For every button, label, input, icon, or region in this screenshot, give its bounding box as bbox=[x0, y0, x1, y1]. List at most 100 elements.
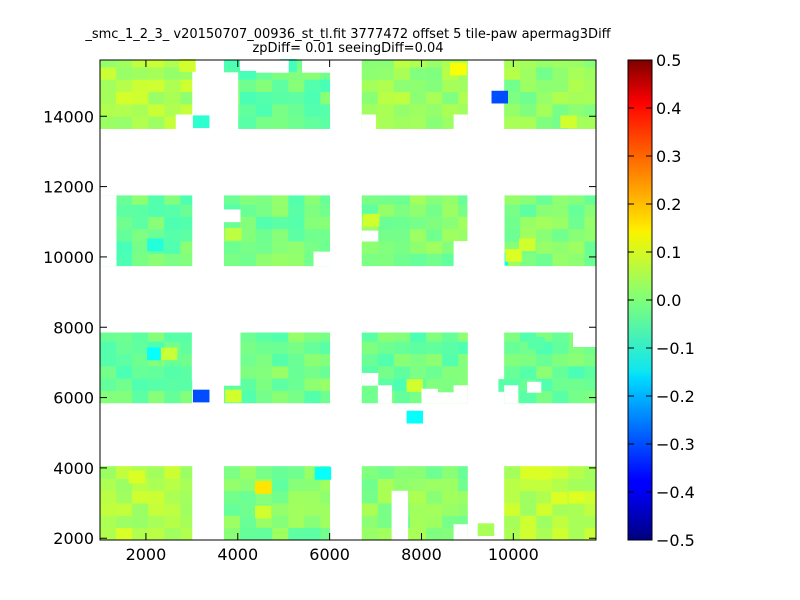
heatmap-cell bbox=[304, 515, 321, 529]
heatmap-cell bbox=[552, 103, 569, 117]
heatmap-cell bbox=[410, 466, 427, 479]
heatmap-cell bbox=[240, 79, 257, 93]
heatmap-cell bbox=[100, 490, 117, 504]
heatmap-cell bbox=[584, 378, 597, 391]
heatmap-cell bbox=[393, 378, 411, 391]
heatmap-cell bbox=[224, 466, 241, 479]
heatmap-cell bbox=[256, 91, 273, 105]
heatmap-cell bbox=[458, 490, 468, 504]
heatmap-cell bbox=[458, 195, 468, 205]
heatmap-cell bbox=[377, 216, 395, 230]
heatmap-cell bbox=[552, 515, 569, 529]
heatmap-cell bbox=[361, 67, 379, 80]
heatmap-cell bbox=[180, 390, 193, 404]
heatmap-cell bbox=[377, 67, 395, 80]
heatmap-cell bbox=[288, 332, 305, 342]
heatmap-cell bbox=[584, 67, 597, 80]
heatmap-cell bbox=[225, 227, 242, 241]
heatmap-cell bbox=[256, 228, 273, 242]
heatmap-cell bbox=[520, 204, 537, 217]
heatmap-cell bbox=[288, 503, 305, 516]
heatmap-cell bbox=[320, 365, 331, 379]
heatmap-cell bbox=[272, 253, 289, 267]
heatmap-cell bbox=[224, 241, 241, 254]
heatmap-cell bbox=[505, 249, 522, 262]
heatmap-cell bbox=[442, 341, 459, 355]
heatmap-cell bbox=[568, 253, 585, 267]
heatmap-cell bbox=[180, 79, 193, 93]
heatmap-cell bbox=[100, 515, 117, 529]
empty-cell bbox=[573, 332, 597, 347]
heatmap-cell bbox=[132, 204, 149, 217]
heatmap-cell bbox=[568, 527, 585, 541]
heatmap-cell bbox=[288, 241, 305, 254]
heatmap-cell bbox=[132, 103, 149, 117]
heatmap-cell bbox=[180, 103, 193, 117]
heatmap-cell bbox=[568, 103, 585, 117]
heatmap-cell bbox=[520, 253, 537, 267]
heatmap-cell bbox=[240, 478, 257, 492]
empty-cell bbox=[361, 114, 376, 129]
heatmap-cell bbox=[442, 216, 459, 230]
heatmap-cell bbox=[288, 353, 305, 367]
heatmap-cell bbox=[458, 365, 468, 379]
plot-frame bbox=[99, 59, 597, 541]
heatmap-cell bbox=[240, 503, 257, 516]
heatmap-cell bbox=[361, 91, 379, 105]
heatmap-cell bbox=[361, 332, 379, 342]
heatmap-cell bbox=[180, 204, 193, 217]
heatmap-cell bbox=[410, 253, 427, 267]
heatmap-cell bbox=[148, 503, 165, 516]
heatmap-cell bbox=[164, 216, 181, 230]
colorbar-tick-label: 0.4 bbox=[656, 99, 681, 118]
heatmap-cell bbox=[568, 79, 585, 93]
y-tick-label: 14000 bbox=[43, 107, 94, 126]
tile-block bbox=[504, 60, 597, 129]
heatmap-cell bbox=[240, 365, 257, 379]
colorbar-tick-label: 0.2 bbox=[656, 195, 681, 214]
heatmap-cell bbox=[551, 491, 568, 505]
heatmap-cell bbox=[304, 378, 321, 391]
y-tick-label: 12000 bbox=[43, 178, 94, 197]
heatmap-cell bbox=[477, 523, 495, 537]
tile-block bbox=[361, 195, 468, 267]
heatmap-cell bbox=[100, 60, 117, 68]
heatmap-cell bbox=[393, 341, 411, 355]
heatmap-cell bbox=[584, 60, 597, 68]
heatmap-cell bbox=[536, 527, 553, 541]
heatmap-cell bbox=[520, 103, 537, 117]
heatmap-cell bbox=[361, 241, 379, 254]
heatmap-cell bbox=[272, 228, 289, 242]
heatmap-cell bbox=[520, 116, 537, 129]
heatmap-cell bbox=[147, 347, 164, 361]
heatmap-cell bbox=[410, 91, 427, 105]
heatmap-cell bbox=[552, 195, 569, 205]
empty-cell bbox=[302, 60, 331, 73]
heatmap-cell bbox=[377, 341, 395, 355]
heatmap-cell bbox=[180, 253, 193, 267]
heatmap-cell bbox=[116, 332, 133, 342]
heatmap-cell bbox=[116, 527, 133, 541]
x-tick-label: 4000 bbox=[217, 545, 258, 564]
heatmap-cell bbox=[520, 228, 537, 242]
heatmap-cell bbox=[504, 332, 521, 342]
heatmap-cell bbox=[458, 91, 468, 105]
heatmap-cell bbox=[288, 515, 305, 529]
colorbar-tick-label: −0.3 bbox=[656, 435, 695, 454]
empty-cell bbox=[175, 114, 193, 129]
heatmap-cell bbox=[132, 353, 149, 367]
heatmap-cell bbox=[320, 91, 331, 105]
heatmap-cell bbox=[520, 79, 537, 93]
heatmap-cell bbox=[288, 91, 305, 105]
heatmap-cell bbox=[272, 116, 289, 129]
heatmap-cell bbox=[320, 527, 331, 541]
heatmap-cell bbox=[180, 341, 193, 355]
heatmap-cell bbox=[304, 204, 321, 217]
heatmap-cell bbox=[426, 253, 443, 267]
heatmap-cell bbox=[116, 195, 133, 205]
heatmap-cell bbox=[240, 490, 257, 504]
heatmap-cell bbox=[320, 204, 331, 217]
heatmap-cell bbox=[520, 91, 537, 105]
heatmap-cell bbox=[100, 466, 117, 479]
heatmap-cell bbox=[504, 79, 521, 93]
